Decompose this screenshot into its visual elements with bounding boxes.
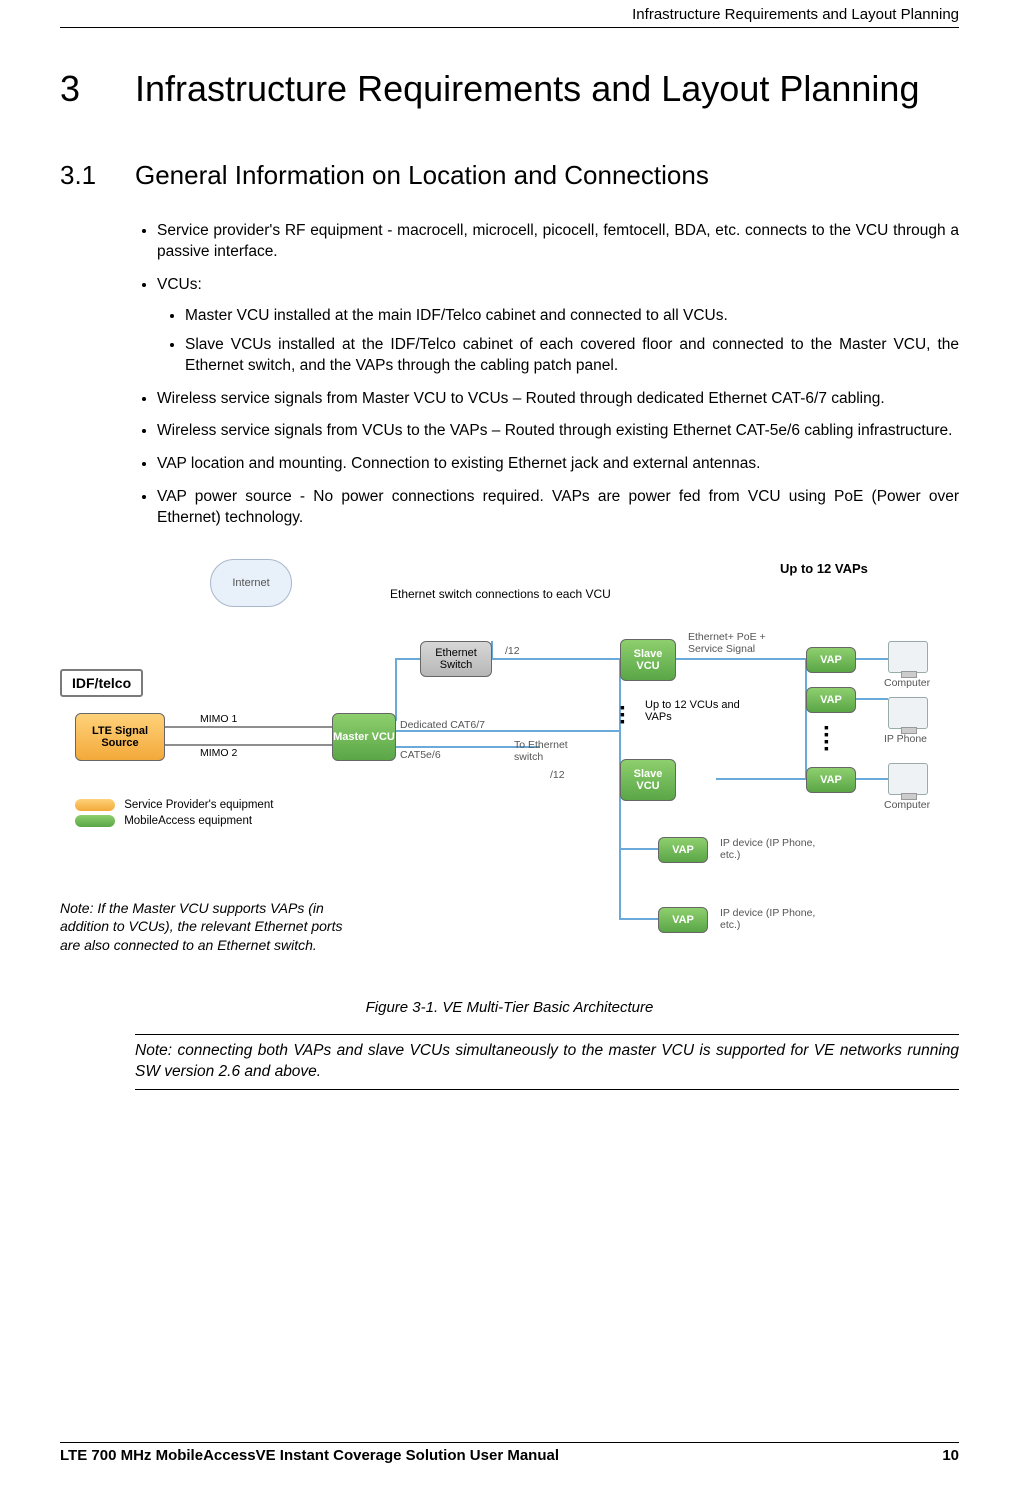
bullet-text: VCUs: [157, 276, 202, 293]
bullet-item: Wireless service signals from Master VCU… [157, 389, 959, 410]
lte-source-node: LTE Signal Source [75, 713, 165, 761]
legend-sp-text: Service Provider's equipment [124, 799, 273, 811]
vap-node-1: VAP [806, 647, 856, 673]
chapter-number: 3 [60, 68, 135, 110]
eth-poe-label: Ethernet+ PoE + Service Signal [688, 631, 798, 655]
chapter-title-text: Infrastructure Requirements and Layout P… [135, 68, 919, 110]
figure-block: Internet IDF/telco LTE Signal Source MIM… [60, 549, 959, 1016]
cat5e6-label: CAT5e/6 [400, 749, 441, 761]
slave-vcu-node-1: Slave VCU [620, 639, 676, 681]
bullet-list: Service provider's RF equipment - macroc… [135, 221, 959, 529]
body-content: Service provider's RF equipment - macroc… [135, 221, 959, 1090]
legend-row-ma: MobileAccess equipment [75, 815, 273, 827]
legend-pill-sp [75, 799, 115, 811]
up12-label: Up to 12 VCUs and VAPs [645, 699, 745, 723]
vdots-1: ▪▪▪ [620, 704, 625, 725]
bullet-item: Wireless service signals from VCUs to th… [157, 421, 959, 442]
twelve-label-1: /12 [505, 645, 520, 657]
page: Infrastructure Requirements and Layout P… [0, 0, 1019, 1494]
page-footer: LTE 700 MHz MobileAccessVE Instant Cover… [60, 1442, 959, 1464]
computer-icon-1 [888, 641, 928, 673]
right-banner: Up to 12 VAPs [780, 561, 868, 576]
top-banner: Ethernet switch connections to each VCU [390, 587, 611, 601]
sub-bullet-item: Slave VCUs installed at the IDF/Telco ca… [185, 335, 959, 377]
chapter-heading: 3 Infrastructure Requirements and Layout… [60, 68, 959, 110]
to-eth-label: To Ethernet switch [514, 739, 584, 763]
vap-node-4: VAP [658, 837, 708, 863]
sub-bullet-list: Master VCU installed at the main IDF/Tel… [157, 306, 959, 377]
legend-ma-text: MobileAccess equipment [124, 815, 252, 827]
vdots-2: ▪▪▪▪ [824, 724, 829, 752]
mimo1-label: MIMO 1 [200, 713, 237, 725]
ipphone-icon [888, 697, 928, 729]
footer-manual-title: LTE 700 MHz MobileAccessVE Instant Cover… [60, 1447, 559, 1464]
section-number: 3.1 [60, 160, 135, 191]
header-title: Infrastructure Requirements and Layout P… [632, 6, 959, 23]
internet-cloud: Internet [210, 559, 292, 607]
sub-bullet-item: Master VCU installed at the main IDF/Tel… [185, 306, 959, 327]
note-box: Note: connecting both VAPs and slave VCU… [135, 1034, 959, 1090]
bullet-item: VCUs: Master VCU installed at the main I… [157, 275, 959, 377]
section-heading: 3.1 General Information on Location and … [60, 160, 959, 191]
ipdev-label-1: IP device (IP Phone, etc.) [720, 837, 830, 861]
idf-box: IDF/telco [60, 669, 143, 697]
footer-page-number: 10 [942, 1447, 959, 1464]
computer-icon-2 [888, 763, 928, 795]
section-title-text: General Information on Location and Conn… [135, 160, 709, 191]
legend: Service Provider's equipment MobileAcces… [75, 799, 273, 827]
vap-node-3: VAP [806, 767, 856, 793]
ipphone-label: IP Phone [884, 733, 927, 745]
vap-node-2: VAP [806, 687, 856, 713]
figure-caption: Figure 3-1. VE Multi-Tier Basic Architec… [60, 999, 959, 1016]
vap-node-5: VAP [658, 907, 708, 933]
legend-row-sp: Service Provider's equipment [75, 799, 273, 811]
diagram-side-note: Note: If the Master VCU supports VAPs (i… [60, 899, 360, 954]
ipdev-label-2: IP device (IP Phone, etc.) [720, 907, 830, 931]
master-vcu-node: Master VCU [332, 713, 396, 761]
bullet-item: VAP location and mounting. Connection to… [157, 454, 959, 475]
mimo2-label: MIMO 2 [200, 747, 237, 759]
bullet-item: Service provider's RF equipment - macroc… [157, 221, 959, 263]
cloud-label: Internet [232, 577, 269, 589]
cat67-label: Dedicated CAT6/7 [400, 719, 485, 731]
computer-label-2: Computer [884, 799, 930, 811]
slave-vcu-node-2: Slave VCU [620, 759, 676, 801]
twelve-label-2: /12 [550, 769, 565, 781]
bullet-item: VAP power source - No power connections … [157, 487, 959, 529]
computer-label-1: Computer [884, 677, 930, 689]
legend-pill-ma [75, 815, 115, 827]
eth-switch-node: Ethernet Switch [420, 641, 492, 677]
architecture-diagram: Internet IDF/telco LTE Signal Source MIM… [60, 549, 960, 989]
running-header: Infrastructure Requirements and Layout P… [60, 0, 959, 28]
